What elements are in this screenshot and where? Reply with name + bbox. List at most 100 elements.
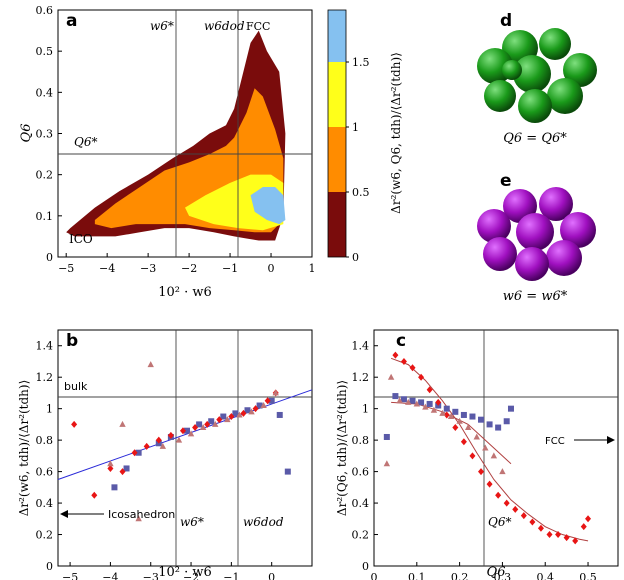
ico-annotation: ICO — [69, 232, 93, 246]
triangle-marker — [119, 420, 126, 427]
triangle-marker — [260, 402, 267, 409]
square-marker — [184, 427, 191, 434]
x-tick-label: −5 — [58, 262, 74, 275]
triangle-marker — [430, 406, 438, 413]
colorbar-tick-label: 1.5 — [352, 56, 370, 69]
y-tick-label: 0.2 — [36, 529, 54, 542]
triangle-marker — [383, 460, 391, 467]
diamond-marker — [409, 364, 416, 372]
panel-a-xlabel: 10² · w6 — [158, 285, 212, 300]
q6-star-annotation: Q6* — [74, 135, 97, 149]
panel-b-xlabel: 10² · w6 — [158, 565, 212, 580]
panel-b-axes: −5 −4 −3 −2 −1 0 0 0.2 0.4 0.6 0.8 1 1.2 1.4 — [36, 340, 276, 580]
diamond-marker — [443, 411, 450, 419]
diamond-marker — [460, 438, 467, 446]
x-tick-label: 1 — [309, 262, 316, 275]
panel-c-frame — [373, 329, 619, 567]
y-tick-label: 0 — [46, 251, 53, 264]
triangle-marker — [396, 397, 403, 404]
y-tick-label: 0.6 — [36, 466, 54, 479]
y-tick-label: 1.4 — [36, 340, 54, 353]
panel-d-caption: Q6 = Q6* — [503, 131, 567, 146]
x-tick-label: −2 — [181, 262, 197, 275]
triangle-marker — [107, 460, 114, 467]
panel-c-scatter: 0 0.1 0.2 0.3 0.4 0.5 0 0.2 0.4 0.6 0.8 1 1.2 1.4 c F… — [335, 329, 619, 580]
square-marker — [460, 411, 467, 418]
square-marker — [452, 408, 459, 415]
panel-c-label: c — [396, 331, 406, 351]
x-tick-label: −1 — [223, 571, 239, 580]
y-tick-label: 0.4 — [36, 86, 54, 99]
square-marker — [208, 418, 215, 425]
colorbar-tick-label: 1 — [352, 121, 359, 134]
square-marker — [111, 484, 118, 491]
x-tick-label: −4 — [102, 571, 118, 580]
square-marker — [495, 424, 502, 431]
diamond-marker — [179, 427, 186, 435]
panel-d-label: d — [500, 11, 512, 31]
cluster-render-d: d Q6 = Q6* — [477, 11, 597, 146]
y-tick-label: 0.8 — [352, 434, 370, 447]
diamond-marker — [228, 413, 235, 421]
diamond-marker — [555, 531, 562, 539]
panel-c-marks — [383, 351, 592, 545]
triangle-marker — [272, 389, 279, 396]
diamond-marker — [469, 452, 476, 460]
w6-dod-annotation: w6dod — [204, 19, 245, 33]
purple-cluster-image — [477, 187, 596, 281]
y-tick-label: 0.6 — [36, 4, 54, 17]
y-tick-label: 0 — [362, 560, 369, 573]
y-tick-label: 1 — [46, 403, 53, 416]
square-marker — [196, 421, 203, 428]
colorbar-band — [328, 192, 346, 257]
colorbar-tick-label: 0 — [352, 251, 359, 264]
diamond-marker — [495, 491, 502, 499]
diamond-marker — [580, 523, 587, 531]
diamond-marker — [512, 505, 519, 513]
y-tick-label: 0.2 — [36, 169, 54, 182]
y-tick-label: 1.2 — [36, 371, 54, 384]
diamond-marker — [585, 515, 592, 523]
y-tick-label: 1.4 — [352, 340, 370, 353]
square-marker — [284, 468, 291, 475]
panel-a-ylabel: Q6 — [19, 124, 34, 143]
panel-e-caption: w6 = w6* — [503, 289, 568, 304]
x-tick-label: −3 — [143, 571, 159, 580]
cluster-render-e: e w6 = w6* — [477, 171, 596, 304]
diamond-marker — [392, 351, 399, 359]
triangle-marker — [387, 373, 395, 380]
y-tick-label: 0.3 — [36, 128, 54, 141]
diamond-marker — [252, 405, 259, 413]
panel-b-frame — [57, 329, 313, 567]
diamond-marker — [131, 449, 138, 457]
x-tick-label: 0.2 — [451, 571, 469, 580]
diamond-marker — [155, 436, 162, 444]
y-tick-label: 0.8 — [36, 434, 54, 447]
square-marker — [400, 396, 407, 403]
square-marker — [503, 418, 510, 425]
triangle-marker — [447, 413, 455, 420]
square-marker — [443, 405, 450, 412]
square-marker — [256, 402, 263, 409]
y-tick-label: 0.2 — [352, 529, 370, 542]
triangle-marker — [187, 430, 195, 437]
square-marker — [123, 465, 130, 472]
diamond-marker — [435, 398, 442, 406]
triangle-marker — [456, 417, 463, 424]
diamond-marker — [418, 373, 425, 381]
diamond-marker — [563, 534, 570, 542]
diamond-marker — [91, 491, 98, 499]
heatmap-region — [185, 174, 284, 231]
triangle-marker — [439, 409, 446, 416]
y-tick-label: 1.2 — [352, 371, 370, 384]
square-marker — [478, 416, 485, 423]
colorbar-tick-label: 0.5 — [352, 186, 370, 199]
colorbar-band — [328, 62, 346, 127]
x-tick-label: 0.1 — [408, 571, 426, 580]
panel-a-label: a — [66, 11, 77, 31]
heatmap-region — [250, 187, 286, 225]
x-tick-label: −3 — [140, 262, 156, 275]
square-marker — [409, 397, 416, 404]
x-tick-label: 0 — [268, 262, 275, 275]
